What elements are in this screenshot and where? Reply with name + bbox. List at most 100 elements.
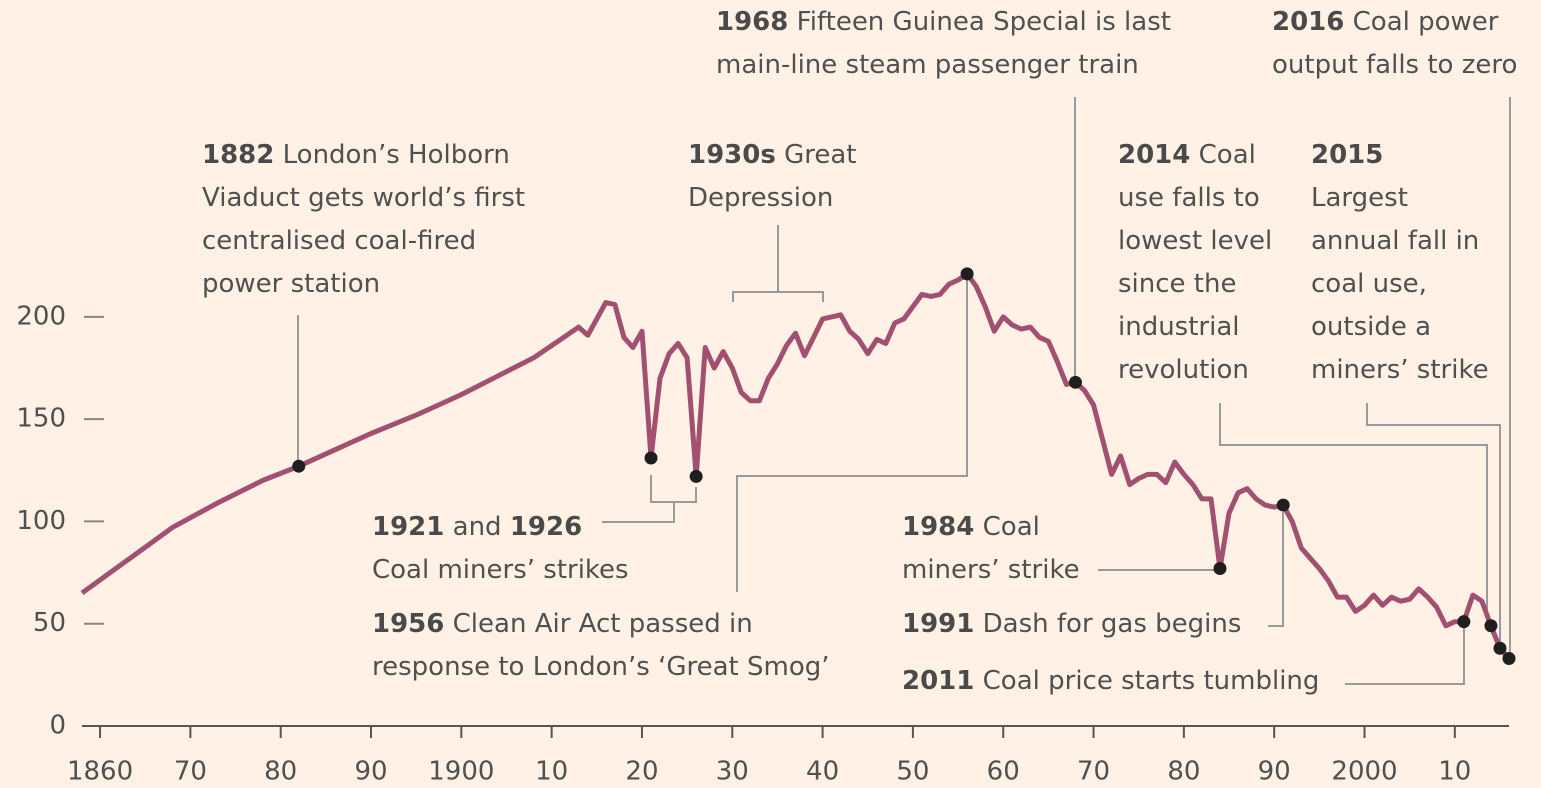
leader-line [1366, 403, 1501, 649]
annotation-text: and [444, 512, 509, 542]
leader-line [602, 502, 675, 523]
annotation-year: 1968 [716, 7, 788, 37]
annotation-line: Viaduct gets world’s first [202, 183, 525, 213]
annotation-line: 2016 Coal power [1272, 7, 1499, 37]
annotation-line: miners’ strike [902, 555, 1080, 585]
annotation-text: miners’ strike [1311, 355, 1489, 385]
highlight-dot [1213, 561, 1227, 575]
annotation-year: 1984 [902, 512, 974, 542]
highlight-dot [1484, 619, 1498, 633]
leader-line [736, 280, 968, 592]
annotation-year: 1991 [902, 609, 974, 639]
leader-line [1268, 512, 1284, 627]
annotation-year: 2014 [1118, 140, 1190, 170]
bracket [732, 291, 824, 302]
annotation-text: response to London’s ‘Great Smog’ [372, 652, 830, 682]
annotation-year: 2015 [1311, 140, 1383, 170]
leader-line [1345, 627, 1465, 685]
annotation-line: 1984 Coal [902, 512, 1040, 542]
highlight-dot [689, 469, 703, 483]
annotation-text: main-line steam passenger train [716, 50, 1139, 80]
annotation-line: 1956 Clean Air Act passed in [372, 609, 753, 639]
annotation-text: Viaduct gets world’s first [202, 183, 525, 213]
y-tick-label: 150 [16, 404, 66, 434]
highlight-dot [292, 459, 306, 473]
x-tick-label: 80 [1167, 757, 1200, 787]
annotation-text: output falls to zero [1272, 50, 1517, 80]
annotation-line: coal use, [1311, 269, 1427, 299]
annotation-year: 1921 [372, 512, 444, 542]
y-tick-label: 50 [33, 608, 66, 638]
annotation-text: Coal price starts tumbling [974, 666, 1319, 696]
x-tick-label: 2000 [1331, 757, 1397, 787]
highlight-dot [1068, 375, 1082, 389]
x-tick-label: 10 [1438, 757, 1471, 787]
annotation-line: 2015 [1311, 140, 1383, 170]
annotation-text: outside a [1311, 312, 1431, 342]
annotation-line: Largest [1311, 183, 1408, 213]
annotation-line: miners’ strike [1311, 355, 1489, 385]
annotation-text: power station [202, 269, 380, 299]
annotation-year: 2011 [902, 666, 974, 696]
x-tick-label: 1860 [67, 757, 133, 787]
x-tick-label: 10 [535, 757, 568, 787]
annotation-year: 1882 [202, 140, 274, 170]
annotation-line: since the [1118, 269, 1236, 299]
annotation-line: Depression [688, 183, 833, 213]
x-tick-label: 20 [625, 757, 658, 787]
annotation-line: 2011 Coal price starts tumbling [902, 666, 1319, 696]
annotation-line: annual fall in [1311, 226, 1479, 256]
annotation-text: Coal miners’ strikes [372, 555, 629, 585]
x-tick-label: 90 [354, 757, 387, 787]
annotation-year: 1956 [372, 609, 444, 639]
annotation-text: Dash for gas begins [974, 609, 1241, 639]
annotation-text: coal use, [1311, 269, 1427, 299]
annotation-line: 2014 Coal [1118, 140, 1256, 170]
annotation-text: lowest level [1118, 226, 1272, 256]
annotation-line: industrial [1118, 312, 1240, 342]
y-tick-label: 200 [16, 301, 66, 331]
highlight-dot [1502, 651, 1516, 665]
annotation-text: Clean Air Act passed in [444, 609, 752, 639]
annotation-text: since the [1118, 269, 1236, 299]
x-tick-label: 80 [264, 757, 297, 787]
leader-line [1219, 403, 1488, 625]
annotation-line: 1991 Dash for gas begins [902, 609, 1241, 639]
annotation-line: main-line steam passenger train [716, 50, 1139, 80]
annotation-line: response to London’s ‘Great Smog’ [372, 652, 830, 682]
annotation-line: power station [202, 269, 380, 299]
annotation-text: revolution [1118, 355, 1249, 385]
data-line [80, 271, 1511, 661]
annotation-line: centralised coal-fired [202, 226, 476, 256]
annotation-line: 1930s Great [688, 140, 857, 170]
annotation-line: lowest level [1118, 226, 1272, 256]
annotation-line: revolution [1118, 355, 1249, 385]
bracket [650, 475, 697, 503]
annotation-text: centralised coal-fired [202, 226, 476, 256]
annotation-line: use falls to [1118, 183, 1260, 213]
x-tick-label: 70 [1077, 757, 1110, 787]
annotation-line: 1882 London’s Holborn [202, 140, 510, 170]
annotation-text: Coal power [1344, 7, 1498, 37]
annotation-year: 1926 [510, 512, 582, 542]
annotation-line: Coal miners’ strikes [372, 555, 629, 585]
highlight-dot [1493, 641, 1507, 655]
annotation-text: use falls to [1118, 183, 1260, 213]
annotation-year: 1930s [688, 140, 776, 170]
highlight-dot [1276, 498, 1290, 512]
x-tick-label: 1900 [428, 757, 494, 787]
highlight-dot [960, 267, 974, 281]
highlight-dot [644, 451, 658, 465]
y-tick-label: 100 [16, 506, 66, 536]
annotation-text: annual fall in [1311, 226, 1479, 256]
x-tick-label: 40 [806, 757, 839, 787]
annotation-line: 1968 Fifteen Guinea Special is last [716, 7, 1171, 37]
annotation-line: output falls to zero [1272, 50, 1517, 80]
annotation-year: 2016 [1272, 7, 1344, 37]
x-tick-label: 50 [896, 757, 929, 787]
annotation-text: Fifteen Guinea Special is last [788, 7, 1171, 37]
annotation-text: Great [776, 140, 857, 170]
highlight-dot [1457, 615, 1471, 629]
x-tick-label: 90 [1258, 757, 1291, 787]
